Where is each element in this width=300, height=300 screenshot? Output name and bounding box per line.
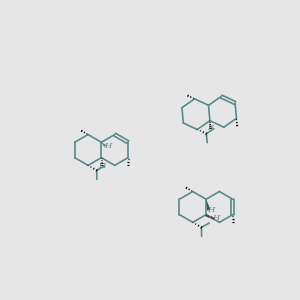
Polygon shape	[101, 142, 106, 147]
Text: H: H	[104, 142, 111, 150]
Text: H: H	[208, 124, 214, 132]
Text: H: H	[98, 162, 106, 170]
Text: H: H	[208, 206, 215, 214]
Polygon shape	[206, 199, 211, 210]
Text: H: H	[212, 214, 220, 223]
